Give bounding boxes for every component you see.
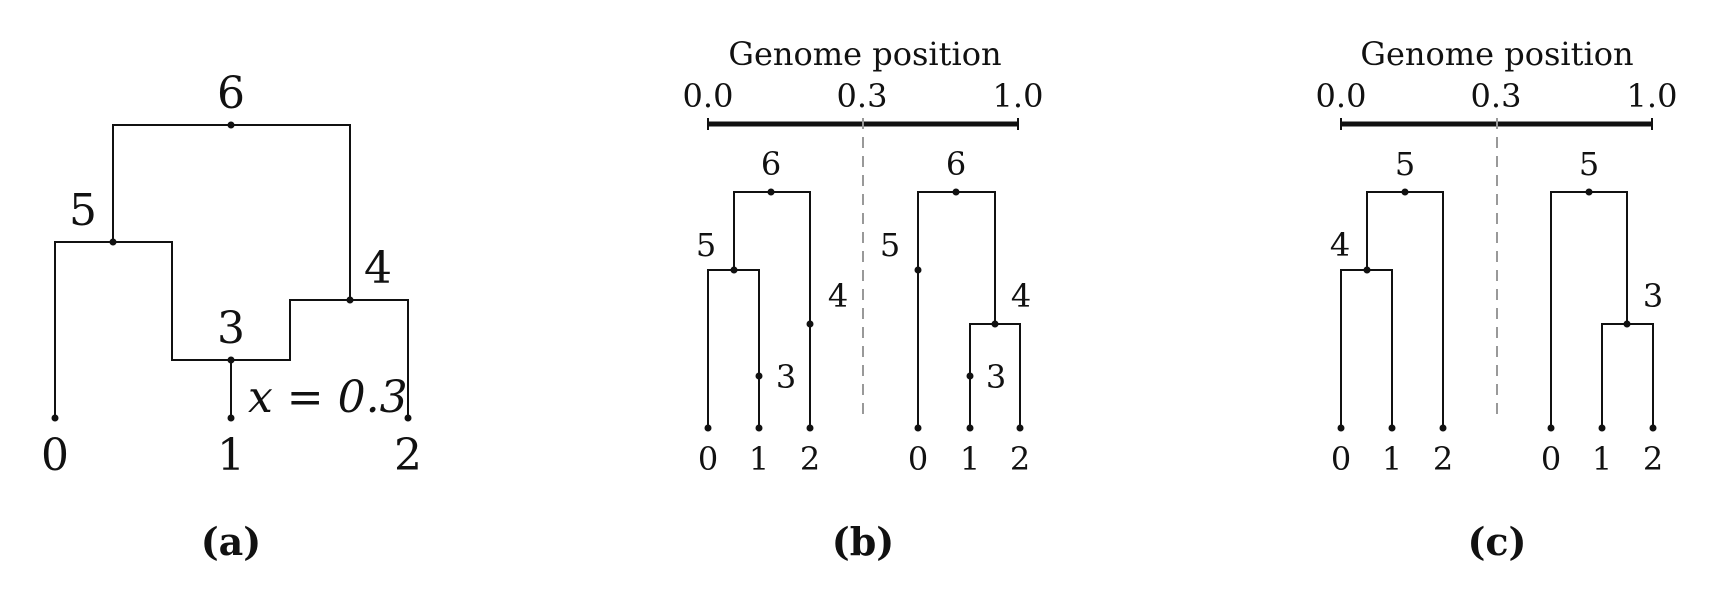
node-dot [730, 266, 738, 274]
node-dot [1439, 424, 1447, 432]
leaf-label-2: 2 [394, 430, 422, 481]
panel-caption-c: (c) [1467, 519, 1526, 564]
tree-right: 0 1 2 3 5 [1541, 145, 1663, 478]
leaf-label-2: 2 [1643, 440, 1663, 478]
node-dot [991, 320, 999, 328]
axis-title: Genome position [1360, 35, 1633, 73]
node-label-4: 4 [1011, 277, 1031, 315]
leaf-label-1: 1 [1592, 440, 1612, 478]
leaf-label-1: 1 [960, 440, 980, 478]
panel-b: Genome position 0.0 0.3 1.0 0 1 2 3 4 5 … [683, 35, 1044, 564]
node-dot [227, 121, 235, 129]
node-dot [109, 238, 117, 246]
node-dot [755, 372, 763, 380]
node-dot [1598, 424, 1606, 432]
node-dot [966, 372, 974, 380]
node-dot [1337, 424, 1345, 432]
node-dot [914, 424, 922, 432]
axis-tick-label: 0.3 [837, 77, 888, 115]
node-dot [51, 414, 59, 422]
node-dot [1388, 424, 1396, 432]
panel-c: Genome position 0.0 0.3 1.0 0 1 2 4 5 [1316, 35, 1678, 564]
node-dot [806, 320, 814, 328]
node-label-4: 4 [828, 277, 848, 315]
node-dot [914, 266, 922, 274]
leaf-label-2: 2 [1010, 440, 1030, 478]
leaf-label-1: 1 [1382, 440, 1402, 478]
axis-tick-label: 0.0 [1316, 77, 1367, 115]
tree-left: 0 1 2 4 5 [1330, 145, 1453, 478]
node-dot [952, 188, 960, 196]
leaf-label-1: 1 [749, 440, 769, 478]
node-label-4: 4 [1330, 226, 1350, 264]
node-dot [767, 188, 775, 196]
node-dot [404, 414, 412, 422]
node-dot [755, 424, 763, 432]
node-label-5: 5 [69, 185, 97, 236]
axis-tick-label: 0.0 [683, 77, 734, 115]
node-label-6: 6 [946, 145, 966, 183]
tree-right: 0 1 2 3 4 5 6 [880, 145, 1031, 478]
panel-caption-b: (b) [832, 519, 895, 564]
node-dot [806, 424, 814, 432]
leaf-label-2: 2 [1433, 440, 1453, 478]
node-dot [346, 296, 354, 304]
panel-a: 0 1 2 6 5 4 3 x = 0.3 (a) [41, 68, 422, 564]
node-dot [1649, 424, 1657, 432]
node-dot [1401, 188, 1409, 196]
node-dot [1623, 320, 1631, 328]
panel-a-nodes [51, 121, 412, 422]
axis-tick-label: 1.0 [1627, 77, 1678, 115]
recombination-label: x = 0.3 [248, 372, 408, 423]
leaf-label-1: 1 [217, 430, 245, 481]
node-label-5: 5 [880, 226, 900, 264]
node-dot [1016, 424, 1024, 432]
panel-caption-a: (a) [201, 519, 262, 564]
leaf-label-0: 0 [908, 440, 928, 478]
node-dot [227, 356, 235, 364]
node-label-3: 3 [986, 358, 1006, 396]
tree-left: 0 1 2 3 4 5 6 [696, 145, 848, 478]
leaf-label-0: 0 [41, 430, 69, 481]
node-label-6: 6 [761, 145, 781, 183]
leaf-label-0: 0 [1331, 440, 1351, 478]
node-label-6: 6 [217, 68, 245, 119]
node-label-5: 5 [696, 226, 716, 264]
node-dot [227, 414, 235, 422]
node-label-3: 3 [1643, 277, 1663, 315]
node-label-4: 4 [364, 243, 392, 294]
axis-title: Genome position [728, 35, 1001, 73]
node-dot [1585, 188, 1593, 196]
node-label-3: 3 [776, 358, 796, 396]
node-label-5: 5 [1395, 145, 1415, 183]
leaf-label-0: 0 [1541, 440, 1561, 478]
axis-tick-label: 1.0 [993, 77, 1044, 115]
node-label-3: 3 [217, 303, 245, 354]
node-dot [1363, 266, 1371, 274]
axis-tick-label: 0.3 [1471, 77, 1522, 115]
node-dot [966, 424, 974, 432]
node-label-5: 5 [1579, 145, 1599, 183]
leaf-label-0: 0 [698, 440, 718, 478]
leaf-label-2: 2 [800, 440, 820, 478]
node-dot [1547, 424, 1555, 432]
node-dot [704, 424, 712, 432]
